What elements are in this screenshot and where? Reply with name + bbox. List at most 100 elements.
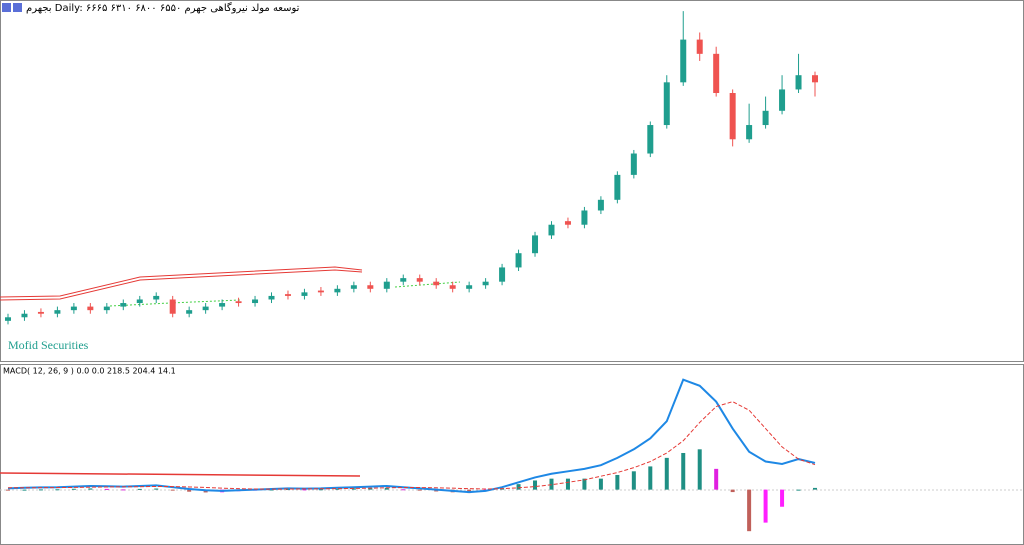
candle-body: [614, 174, 621, 200]
candle-body: [268, 295, 275, 300]
histogram-bar: [318, 489, 323, 491]
chart-title: بجهرم Daily: ۶۶۶۵ ۶۳۱۰ ۶۸۰۰ ۶۵۵۰ توسعه م…: [26, 2, 300, 14]
histogram-bar: [417, 489, 422, 491]
histogram-bar: [22, 489, 27, 491]
watermark: Mofid Securities: [8, 338, 89, 352]
histogram-bar: [697, 449, 702, 490]
candle-body: [87, 306, 94, 311]
histogram-bar: [137, 488, 142, 490]
histogram-bar: [368, 488, 373, 490]
support-line: [394, 281, 461, 288]
histogram-bar: [615, 474, 620, 490]
candle-body: [5, 317, 11, 321]
histogram-bar: [104, 488, 109, 490]
signal-line: [8, 401, 816, 490]
candle-body: [812, 75, 818, 83]
candle-body: [136, 299, 143, 304]
macd-title: MACD( 12, 26, 9 ) 0.0 0.0 218.5 204.4 14…: [3, 367, 176, 376]
histogram-bar: [681, 452, 686, 490]
candle-body: [400, 278, 407, 282]
histogram-bar: [6, 489, 10, 491]
histogram-bar: [648, 466, 653, 490]
candle-body: [334, 288, 341, 293]
candle-body: [515, 253, 522, 268]
candle-body: [235, 301, 242, 304]
candle-body: [449, 285, 456, 289]
candle-body: [202, 306, 209, 311]
histogram-bar: [796, 489, 801, 491]
histogram-bar: [351, 488, 356, 490]
candle-body: [350, 285, 357, 289]
candle-body: [186, 310, 193, 314]
histogram-bar: [549, 478, 554, 490]
histogram-bar: [747, 489, 752, 532]
icon[interactable]: [13, 3, 22, 12]
candle-body: [696, 39, 703, 54]
candle-body: [416, 278, 423, 282]
histogram-bar: [582, 478, 587, 490]
candle-body: [713, 53, 720, 93]
histogram-bar: [565, 478, 570, 490]
candle-body: [317, 290, 324, 293]
candle-body: [532, 235, 539, 254]
histogram-bar: [730, 489, 735, 493]
candle-body: [120, 303, 127, 307]
candle-body: [153, 295, 160, 300]
histogram-bar: [763, 489, 768, 523]
candle-body: [779, 89, 786, 111]
candle-body: [499, 267, 506, 282]
candle-body: [169, 299, 176, 314]
histogram-bar: [533, 480, 538, 490]
histogram-bar: [170, 489, 175, 491]
candle-body: [795, 75, 802, 90]
candle-body: [680, 39, 687, 83]
histogram-bar: [516, 484, 521, 490]
candle-body: [548, 224, 555, 236]
candle-body: [252, 299, 259, 304]
candle-body: [647, 125, 654, 154]
histogram-bar: [38, 489, 43, 491]
histogram-bar: [121, 489, 126, 491]
candle-body: [301, 292, 308, 296]
histogram-bar: [55, 489, 60, 491]
trend-line: [0, 472, 361, 477]
histogram-bar: [88, 488, 93, 490]
candle-body: [367, 285, 374, 289]
histogram-bar: [664, 457, 669, 490]
histogram-bar: [598, 478, 603, 490]
candle-body: [466, 285, 473, 289]
icon[interactable]: [2, 3, 11, 12]
candle-body: [746, 125, 753, 140]
trend-line: [0, 269, 363, 301]
candle-body: [103, 306, 110, 311]
candle-body: [219, 303, 226, 307]
histogram-bar: [384, 487, 389, 490]
candle-body: [630, 153, 637, 175]
histogram-bar: [154, 488, 159, 490]
histogram-bar: [813, 487, 817, 490]
macd-panel: [0, 364, 1024, 545]
histogram-bar: [302, 489, 307, 491]
candle-body: [37, 311, 44, 314]
candle-body: [482, 281, 489, 286]
candle-body: [581, 210, 588, 225]
candle-body: [729, 93, 736, 140]
macd-line: [7, 378, 816, 494]
main-panel: [0, 0, 1024, 362]
histogram-bar: [714, 468, 719, 490]
histogram-bar: [780, 489, 785, 507]
candle-body: [54, 310, 61, 314]
candle-body: [21, 313, 28, 318]
histogram-bar: [71, 488, 76, 490]
histogram-bar: [187, 489, 192, 492]
histogram-bar: [401, 489, 406, 491]
candle-body: [597, 199, 604, 211]
candle-body: [433, 281, 440, 286]
histogram-bar: [335, 488, 340, 490]
histogram-bar: [285, 489, 290, 491]
candle-body: [564, 221, 571, 225]
histogram-bar: [631, 471, 636, 490]
candle-body: [762, 110, 769, 126]
trend-line: [0, 266, 363, 298]
